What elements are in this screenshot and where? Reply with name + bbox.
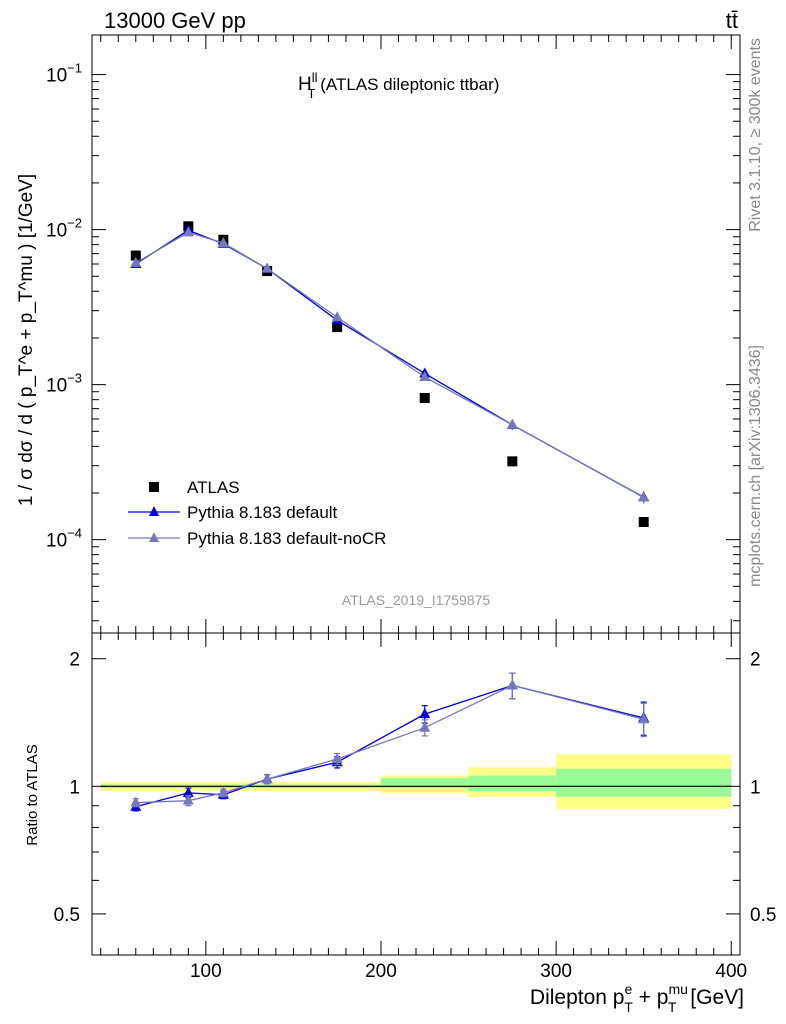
data-point-pythia-8-183-default-nocr [130, 256, 142, 267]
data-point-atlas [419, 392, 430, 403]
ratio-y-tick-label-right: 0.5 [750, 905, 776, 926]
plot-title: Hll T (ATLAS dileptonic ttbar) [298, 70, 499, 101]
main-panel: 10−1 10−2 10−3 10−4 Hll T (ATLAS dileptonic … [16, 34, 741, 634]
ratio-point-pythia-8-183-default-nocr [506, 679, 518, 690]
data-point-atlas [332, 322, 343, 333]
ratio-y-tick-label: 1 [69, 777, 80, 798]
ratio-panel: 100 200 300 400 0.5 0.5 1 1 2 2 Ratio to ATLAS Di… [24, 632, 776, 1015]
mcplots-label: mcplots.cern.ch [arXiv:1306.3436] [747, 345, 764, 587]
x-tick-label: 400 [715, 961, 747, 982]
legend-label-pythia-nocr: Pythia 8.183 default-noCR [187, 529, 386, 548]
analysis-id: ATLAS_2019_I1759875 [342, 592, 491, 608]
ratio-point-pythia-8-183-default-nocr [130, 796, 142, 807]
energy-label: 13000 GeV pp [104, 8, 246, 33]
x-tick-label: 100 [190, 961, 222, 982]
data-point-atlas [638, 516, 649, 527]
ratio-point-pythia-8-183-default-nocr [419, 721, 431, 732]
ratio-point-pythia-8-183-default-nocr [261, 773, 273, 784]
data-point-pythia-8-183-default-nocr [217, 236, 229, 247]
rivet-label: Rivet 3.1.10, ≥ 300k events [747, 38, 764, 232]
legend-marker-pythia-nocr [149, 532, 159, 542]
ratio-y-tick-label: 2 [69, 650, 80, 671]
series-line-pythia-8-183-default-nocr [135, 231, 644, 499]
legend-label-atlas: ATLAS [187, 478, 240, 497]
ratio-point-pythia-8-183-default [419, 708, 431, 719]
ratio-line-pythia-8-183-default-nocr [135, 684, 644, 804]
legend-label-pythia-default: Pythia 8.183 default [187, 503, 338, 522]
data-point-atlas [130, 250, 141, 261]
ratio-point-pythia-8-183-default-nocr [638, 713, 650, 724]
legend-marker-atlas [149, 482, 159, 492]
uncertainty-band-inner [556, 768, 732, 797]
data-point-pythia-8-183-default-nocr [506, 418, 518, 429]
ratio-y-tick-label-right: 1 [750, 777, 761, 798]
main-y-tick-label: 10−4 [46, 526, 82, 552]
data-point-pythia-8-183-default-nocr [419, 371, 431, 382]
x-axis-label: Dilepton pe T + pmu T [GeV] [530, 981, 744, 1015]
series-line-pythia-8-183-default [135, 229, 644, 498]
main-y-tick-label: 10−2 [46, 216, 82, 242]
uncertainty-band-inner [380, 778, 469, 789]
main-y-tick-label: 10−3 [46, 371, 82, 397]
legend: ATLAS Pythia 8.183 default Pythia 8.183 … [128, 478, 386, 548]
ratio-point-pythia-8-183-default-nocr [331, 753, 343, 764]
main-y-tick-label: 10−1 [46, 61, 82, 87]
ratio-y-tick-label-right: 2 [750, 650, 761, 671]
legend-marker-pythia-default [149, 506, 159, 516]
x-tick-label: 300 [540, 961, 572, 982]
ratio-y-tick-label: 0.5 [54, 905, 80, 926]
x-tick-label: 200 [365, 961, 397, 982]
ratio-point-pythia-8-183-default [182, 786, 194, 797]
main-y-axis-label: 1 / σ dσ / d ( p_T^e + p_T^mu ) [1/GeV] [16, 174, 37, 506]
ratio-line-pythia-8-183-default [135, 684, 644, 808]
uncertainty-band-inner [468, 775, 557, 791]
ratio-point-pythia-8-183-default-nocr [217, 786, 229, 797]
ratio-y-axis-label: Ratio to ATLAS [24, 744, 41, 845]
data-point-atlas [507, 456, 518, 467]
data-point-pythia-8-183-default-nocr [182, 226, 194, 237]
data-point-pythia-8-183-default-nocr [331, 311, 343, 322]
data-point-pythia-8-183-default-nocr [261, 262, 273, 273]
process-label: tt̄ [726, 8, 738, 33]
ratio-point-pythia-8-183-default-nocr [182, 794, 194, 805]
data-point-pythia-8-183-default-nocr [638, 491, 650, 502]
